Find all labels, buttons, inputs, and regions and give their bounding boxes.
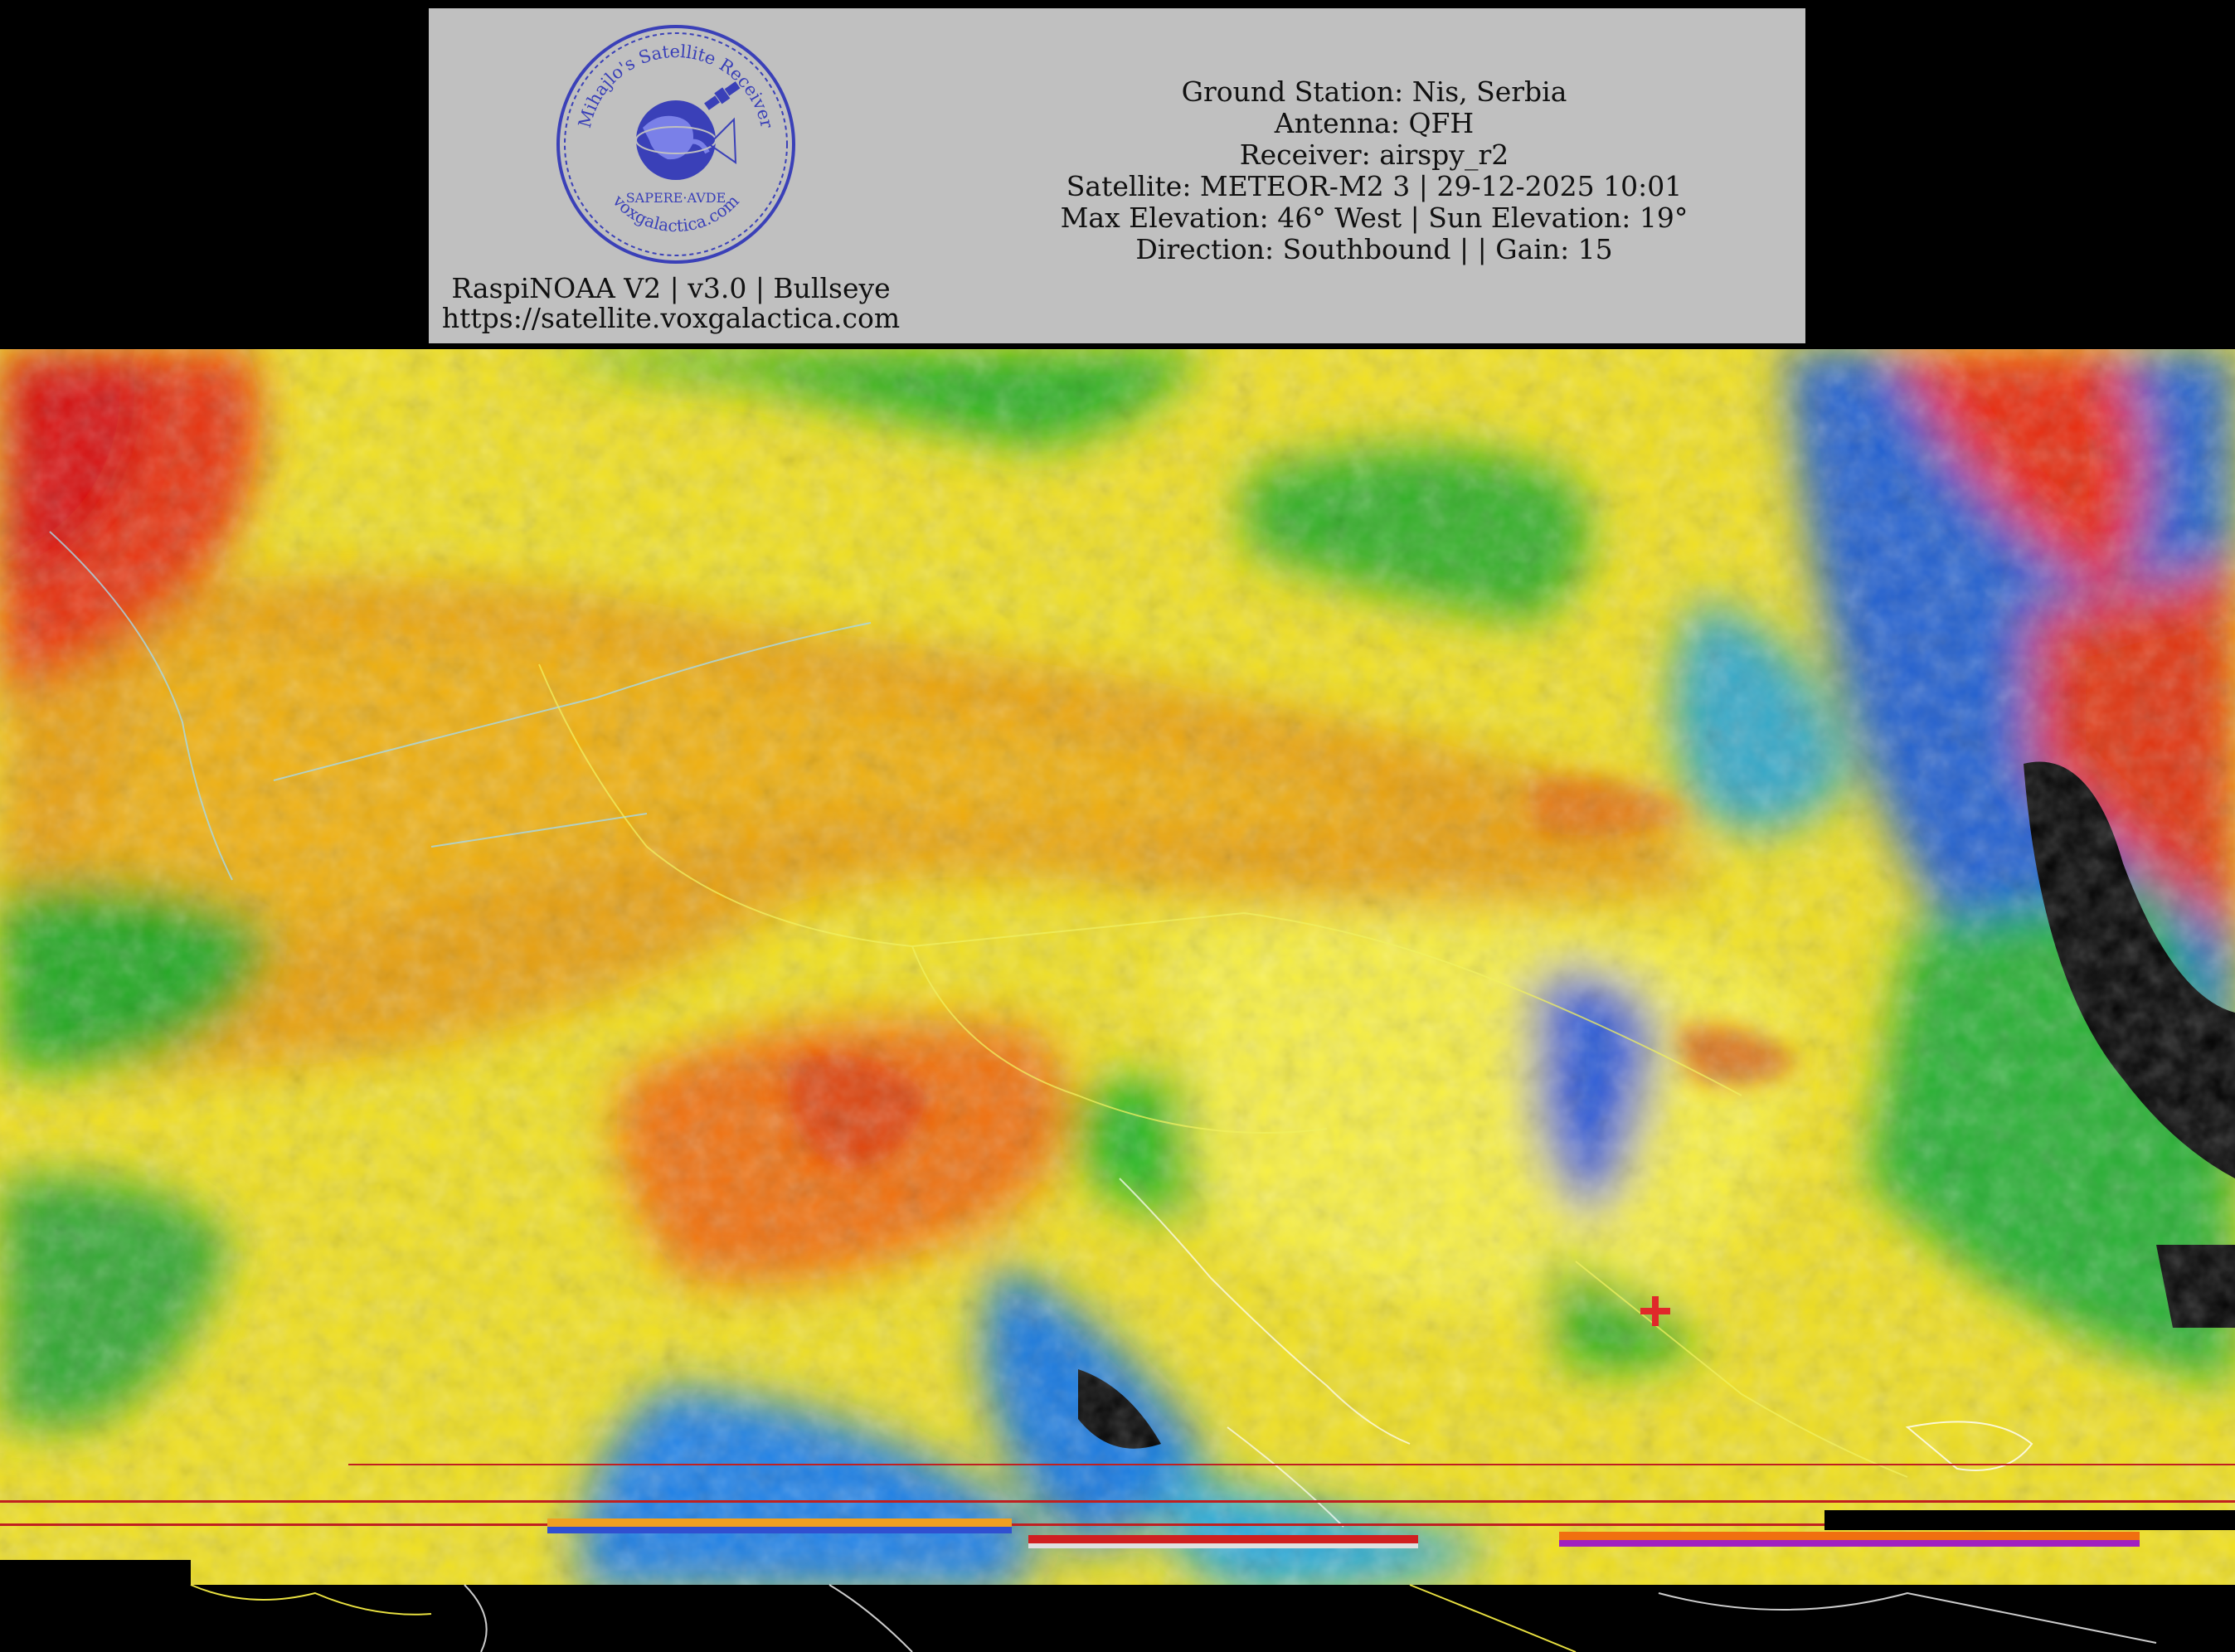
info-header-panel: Mihajlo's Satellite Receiver voxgalactic… — [429, 8, 1805, 343]
satellite-icon — [704, 81, 741, 110]
svg-text:SAPERE·AVDE: SAPERE·AVDE — [626, 190, 726, 206]
satellite-image — [0, 349, 2235, 1652]
signal-glitch-stripes — [0, 1464, 2235, 1548]
direction-gain-line: Direction: Southbound | | Gain: 15 — [1135, 233, 1613, 265]
ground-station-line: Ground Station: Nis, Serbia — [1181, 75, 1567, 108]
website-url-text: https://satellite.voxgalactica.com — [441, 302, 901, 334]
antenna-line: Antenna: QFH — [1274, 107, 1475, 139]
receiver-line: Receiver: airspy_r2 — [1239, 138, 1509, 171]
satellite-line: Satellite: METEOR-M2 3 | 29-12-2025 10:0… — [1066, 170, 1683, 202]
software-version-text: RaspiNOAA V2 | v3.0 | Bullseye — [451, 272, 891, 304]
pass-info-block: Ground Station: Nis, Serbia Antenna: QFH… — [960, 76, 1789, 265]
ground-station-marker-icon — [1640, 1296, 1670, 1326]
elevation-line: Max Elevation: 46° West | Sun Elevation:… — [1060, 202, 1688, 234]
globe-icon — [635, 100, 717, 180]
stamp-logo: Mihajlo's Satellite Receiver voxgalactic… — [556, 25, 795, 264]
